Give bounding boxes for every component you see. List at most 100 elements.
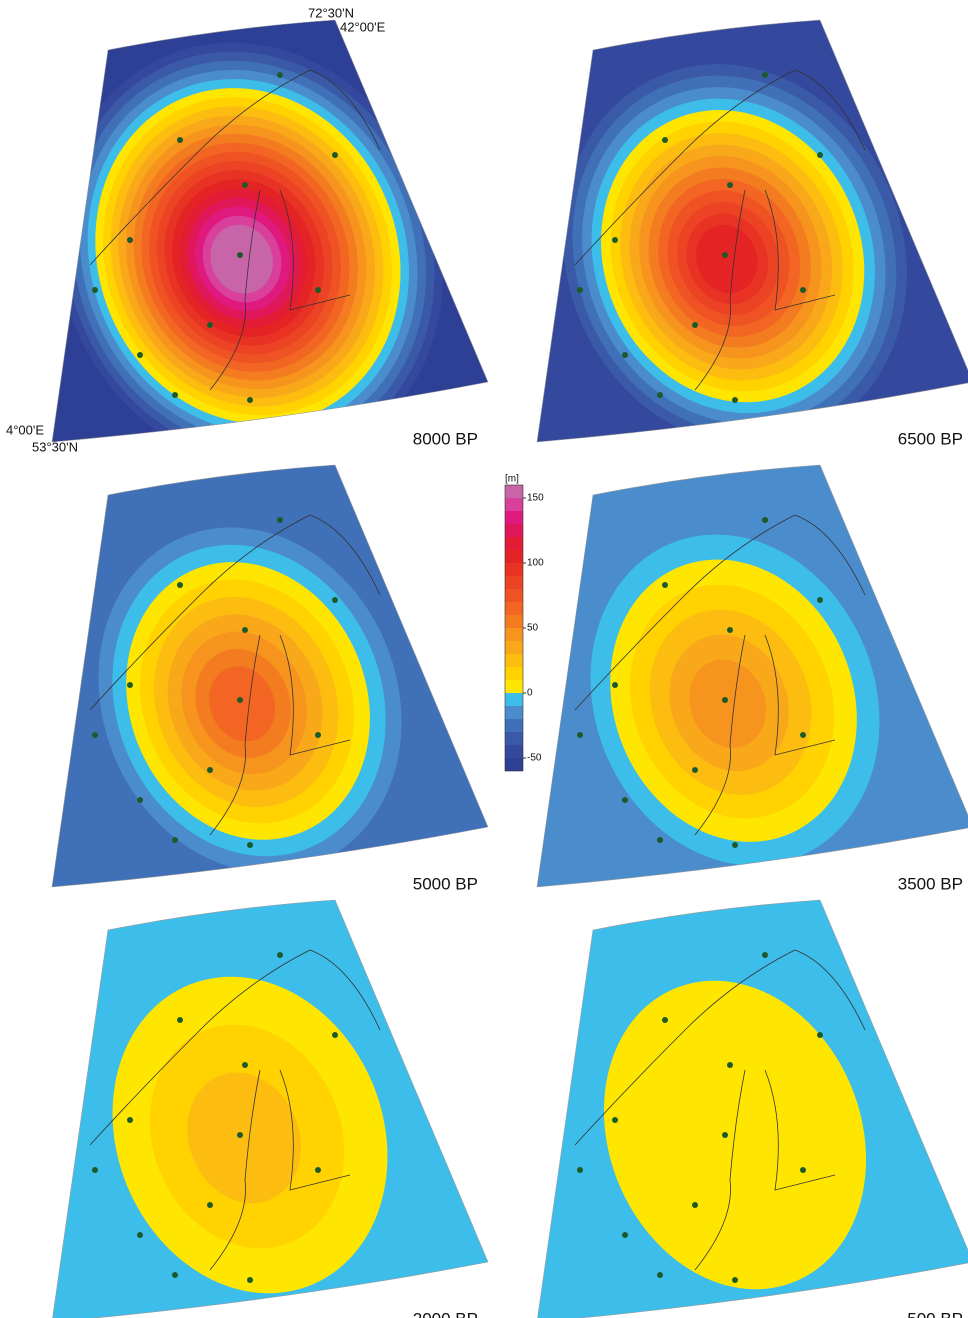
site [137,1232,143,1238]
color-band [505,550,523,563]
site [207,767,213,773]
site [722,252,728,258]
site [727,627,733,633]
map-border [537,899,968,1318]
map-panel: 3500 BP [536,464,968,893]
color-band [505,628,523,641]
site [127,1117,133,1123]
site [172,392,178,398]
map-panel: 500 BP [537,899,968,1318]
contour-band [696,224,758,294]
colorbar-tick-label: 100 [527,558,544,569]
site [177,582,183,588]
site [762,517,768,523]
map-border [51,19,489,443]
site [657,1272,663,1278]
panel-label: 6500 BP [898,429,963,448]
site [817,1032,823,1038]
site [800,287,806,293]
site [242,1062,248,1068]
coastline [89,949,381,1271]
map-border [51,464,489,888]
site [237,1132,243,1138]
map-body [52,20,488,442]
contour-band [689,659,767,748]
coord-label: 42°00'E [340,19,386,34]
coord-label: 4°00'E [6,422,44,437]
panel-label: 3500 BP [898,874,963,893]
coord-label: 53°30'N [32,439,78,454]
colorbar-unit: [m] [505,474,519,485]
site [207,322,213,328]
site [92,732,98,738]
site [722,697,728,703]
coastline [574,949,866,1271]
map-body [52,900,488,1318]
site [800,1167,806,1173]
site [237,252,243,258]
color-band [505,537,523,550]
coord-label: 72°30'N [308,5,354,20]
contour-band [210,224,273,294]
map-panel: 5000 BP [51,464,489,893]
map-body [537,900,968,1318]
color-band [505,615,523,628]
site [247,1277,253,1283]
site [577,1167,583,1173]
site [657,837,663,843]
site [137,352,143,358]
site [172,1272,178,1278]
site [242,627,248,633]
site [207,1202,213,1208]
panel-label: 2000 BP [413,1309,478,1318]
site [657,392,663,398]
site [332,597,338,603]
site [662,1017,668,1023]
site [817,597,823,603]
map-border [536,19,968,443]
site [692,1202,698,1208]
site [247,842,253,848]
colorbar-tick-label: 0 [527,688,533,699]
site [277,72,283,78]
site [315,287,321,293]
site [662,582,668,588]
colorbar-tick-label: 150 [527,493,544,504]
site [817,152,823,158]
color-band [505,498,523,511]
color-band [505,667,523,680]
colorbar-tick-label: -50 [527,753,542,764]
site [92,1167,98,1173]
site [762,72,768,78]
site [762,952,768,958]
site [727,1062,733,1068]
site [577,287,583,293]
site [612,682,618,688]
site [622,352,628,358]
color-band [505,758,523,771]
coastline [574,69,866,391]
map-panel: 2000 BP [52,899,489,1318]
map-border [52,899,489,1318]
map-body [537,465,968,887]
color-band [505,680,523,693]
site [612,237,618,243]
site [577,732,583,738]
site [315,1167,321,1173]
map-panel: 6500 BP [536,19,968,448]
site [177,1017,183,1023]
site [722,1132,728,1138]
site [692,767,698,773]
site [92,287,98,293]
color-band [505,524,523,537]
coastline [574,514,866,836]
contour-band [187,1072,301,1204]
site [612,1117,618,1123]
site [137,797,143,803]
map-border [536,464,968,888]
site [277,952,283,958]
color-band [505,693,523,706]
site [622,797,628,803]
